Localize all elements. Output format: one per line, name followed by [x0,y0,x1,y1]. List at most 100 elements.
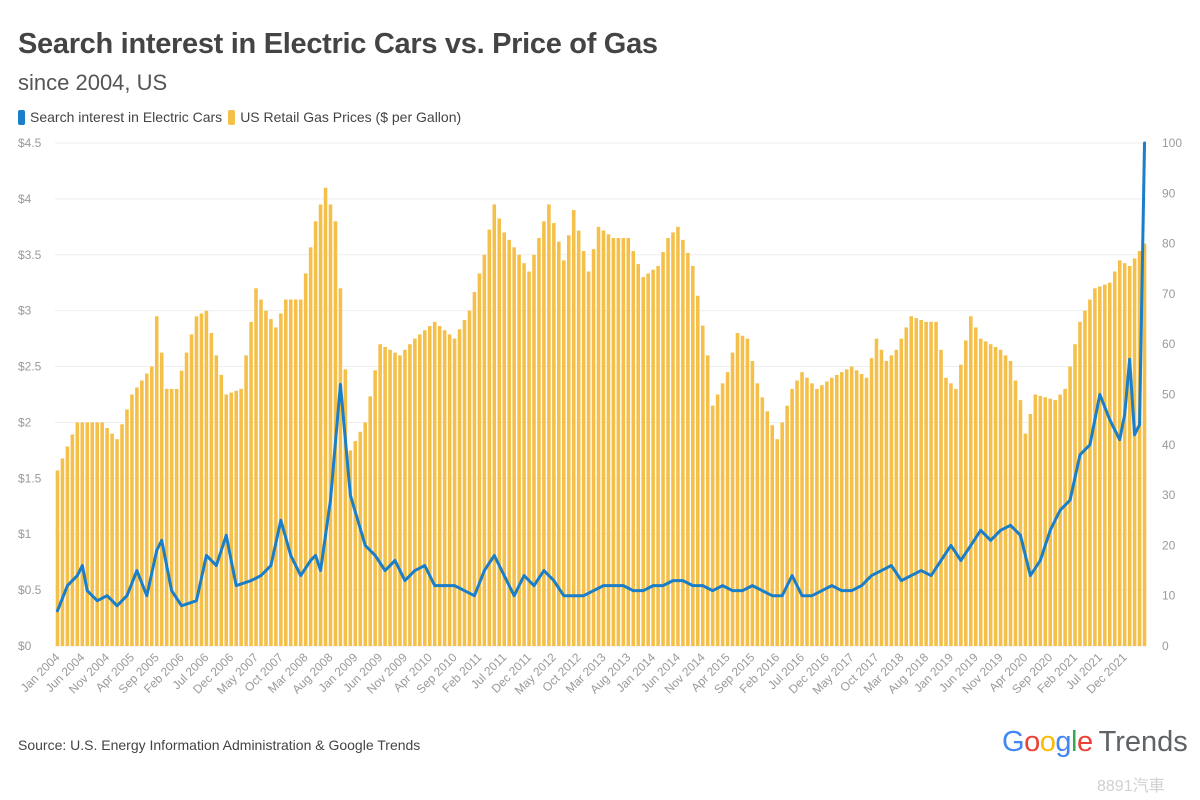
gas-price-bar [328,204,333,646]
gas-price-bar [502,232,506,646]
gas-price-bar [1122,263,1127,646]
gas-price-bar [993,346,998,646]
gas-price-bar [869,358,874,646]
gas-price-bar [854,370,859,646]
gas-price-bar [293,299,298,646]
gas-price-bar [631,251,636,646]
gas-price-bar [839,372,844,646]
gas-price-bar [710,405,715,646]
y-left-tick-label: $3.5 [18,248,42,262]
gas-price-bar [949,383,953,646]
gas-price-bar [596,226,601,647]
gas-price-bar [1063,388,1067,646]
gas-price-bar [254,288,258,646]
gas-price-bar [1088,299,1092,646]
gas-price-bar [914,318,918,646]
y-right-tick-label: 60 [1162,337,1176,351]
gas-price-bar [70,434,75,646]
gas-price-bar [964,340,968,646]
gas-price-bar [393,352,397,646]
gas-price-bar [279,313,283,646]
gas-price-bar [874,338,879,646]
gas-price-bar [571,210,576,647]
gas-price-bar [150,366,154,646]
gas-price-bar [954,388,958,646]
gas-price-bar [1098,286,1102,646]
y-left-tick-label: $4.5 [18,136,42,150]
gas-price-bar [507,239,511,646]
gas-price-bar [179,370,184,646]
gas-price-bar [249,321,253,646]
gas-price-bar [80,422,85,646]
gas-price-bar [115,439,119,646]
y-right-tick-label: 80 [1162,237,1176,251]
gas-price-bar [447,334,452,646]
gas-price-bar [288,299,293,646]
gas-price-bar [284,299,288,646]
gas-price-bar [135,387,139,646]
gas-price-bar [378,344,382,646]
gas-price-bar [581,251,586,646]
gas-price-bar [1112,271,1117,646]
y-right-tick-label: 100 [1162,136,1182,150]
gas-price-bar [894,349,899,646]
gas-price-bar [934,321,938,646]
gas-price-bar [65,446,70,646]
gas-price-bar [537,238,541,646]
watermark: 8891汽車 [1097,778,1165,795]
google-wordmark: Google [1002,726,1093,758]
google-letter-2: o [1039,726,1056,758]
gas-price-bar [735,333,740,646]
gas-price-bar [418,334,422,646]
gas-price-bar [323,187,328,646]
gas-price-bar [472,292,477,646]
gas-price-bar [308,247,313,646]
gas-price-bar [691,265,695,646]
gas-price-bar [770,425,775,646]
gas-price-bar [1008,360,1013,646]
gas-price-bar [1078,321,1082,646]
gas-price-bar [264,310,268,646]
gas-price-bar [259,299,263,646]
gas-price-bar [676,226,680,647]
y-axis-left: $0 $0.5 $1 $1.5 $2 $2.5 $3 $3.5 $4 $4.5 [18,136,42,653]
gas-price-bar [671,232,675,646]
y-left-tick-label: $2 [18,415,32,429]
y-right-tick-label: 40 [1162,438,1176,452]
gas-price-bar [234,390,238,646]
gas-price-bar [636,264,641,646]
trends-wordmark: Trends [1098,726,1188,758]
gas-price-bar [229,392,233,646]
gas-price-bar [834,374,839,646]
gas-price-bar [800,372,804,646]
gas-price-bar [745,338,750,646]
gas-price-bar [1038,395,1043,646]
gas-price-bar [467,310,472,646]
gas-price-bar [462,319,467,646]
gas-price-bars [55,187,1147,647]
gas-price-bar [1013,380,1018,646]
gas-price-bar [929,321,933,646]
gas-price-bar [199,313,204,646]
gas-price-bar [959,364,963,646]
gas-price-bar [730,352,735,646]
grid-lines [55,142,1147,647]
gas-price-bar [586,271,591,646]
legend-swatch-search [18,109,25,125]
gas-price-bar [939,349,943,646]
gas-price-bar [820,385,824,646]
gas-price-bar [1023,433,1028,646]
gas-price-bar [889,355,894,646]
gas-price-bar [661,251,665,646]
gas-price-bar [110,433,114,646]
search-interest-line [55,141,1147,613]
gas-price-bar [830,377,834,646]
y-right-tick-label: 90 [1162,186,1176,200]
gas-price-bar [338,288,343,646]
gas-price-bar [1058,394,1062,646]
gas-price-bar [408,344,412,646]
gas-price-bar [1137,251,1142,646]
gas-price-bar [189,334,194,646]
